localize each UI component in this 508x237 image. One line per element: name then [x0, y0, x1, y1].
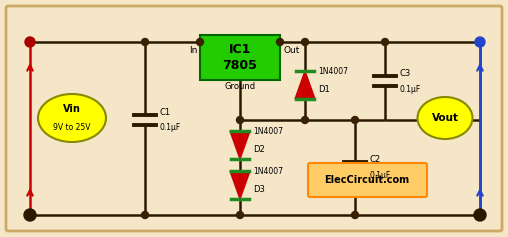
Circle shape	[352, 211, 359, 219]
Text: D2: D2	[253, 145, 265, 154]
Text: 7805: 7805	[223, 59, 258, 72]
Text: C1: C1	[160, 108, 171, 117]
Text: Vin: Vin	[63, 104, 81, 114]
Circle shape	[302, 38, 308, 46]
Circle shape	[475, 37, 485, 47]
FancyBboxPatch shape	[308, 163, 427, 197]
Circle shape	[276, 38, 283, 46]
Text: 1N4007: 1N4007	[318, 67, 348, 76]
Text: Ground: Ground	[225, 82, 256, 91]
Circle shape	[352, 117, 359, 123]
Ellipse shape	[418, 97, 472, 139]
Circle shape	[26, 38, 34, 46]
Circle shape	[382, 38, 389, 46]
Polygon shape	[295, 71, 315, 99]
Text: 0.1μF: 0.1μF	[160, 123, 181, 132]
FancyBboxPatch shape	[200, 35, 280, 80]
Text: ElecCircuit.com: ElecCircuit.com	[325, 175, 409, 185]
Circle shape	[474, 209, 486, 221]
Polygon shape	[230, 171, 250, 199]
Text: Vout: Vout	[431, 113, 459, 123]
Circle shape	[142, 211, 148, 219]
Text: In: In	[188, 46, 197, 55]
Text: IC1: IC1	[229, 42, 251, 55]
Text: Out: Out	[283, 46, 299, 55]
Circle shape	[24, 209, 36, 221]
Circle shape	[197, 38, 204, 46]
Text: D3: D3	[253, 184, 265, 193]
Circle shape	[26, 211, 34, 219]
FancyBboxPatch shape	[6, 6, 502, 231]
Circle shape	[477, 211, 484, 219]
Text: C2: C2	[370, 155, 381, 164]
Polygon shape	[230, 131, 250, 159]
Text: 1N4007: 1N4007	[253, 167, 283, 176]
Circle shape	[302, 117, 308, 123]
Circle shape	[237, 211, 243, 219]
Circle shape	[25, 37, 35, 47]
Circle shape	[237, 117, 243, 123]
Ellipse shape	[38, 94, 106, 142]
Text: 9V to 25V: 9V to 25V	[53, 123, 91, 132]
Circle shape	[477, 38, 484, 46]
Text: D1: D1	[318, 85, 330, 94]
Text: C3: C3	[400, 68, 411, 77]
Circle shape	[142, 38, 148, 46]
Text: 0.1μF: 0.1μF	[400, 85, 421, 94]
Text: 0.1μF: 0.1μF	[370, 170, 391, 179]
Text: 1N4007: 1N4007	[253, 127, 283, 136]
